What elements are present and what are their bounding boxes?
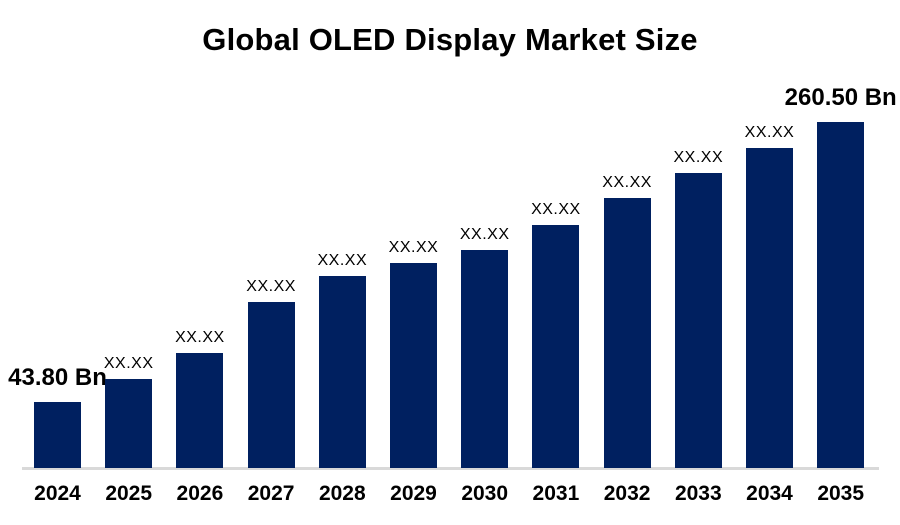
bar-value-label-2024: 43.80 Bn	[8, 364, 107, 391]
x-tick-label-2031: 2031	[532, 482, 580, 505]
bar-2028	[318, 276, 366, 468]
x-tick-label-2034: 2034	[746, 482, 793, 505]
bar-2025	[105, 379, 153, 468]
x-tick-label-2029: 2029	[390, 482, 437, 505]
bar-value-label-2032: XX.XX	[602, 174, 652, 191]
bar-2026	[176, 353, 224, 468]
bar-value-label-2026: XX.XX	[175, 329, 225, 346]
x-tick-label-2027: 2027	[247, 482, 295, 505]
bar-value-label-2027: XX.XX	[246, 278, 296, 295]
bar-value-label-2025: XX.XX	[103, 355, 154, 372]
bar-2032	[603, 198, 651, 468]
bar-value-label-2035: 260.50 Bn	[784, 84, 897, 111]
x-tick-label-2030: 2030	[461, 482, 509, 505]
bar-value-label-2029: XX.XX	[388, 239, 439, 256]
bar-value-label-2031: XX.XX	[531, 201, 581, 218]
chart-title: Global OLED Display Market Size	[202, 22, 698, 57]
x-tick-label-2032: 2032	[603, 482, 651, 505]
x-tick-label-2025: 2025	[105, 482, 153, 505]
bar-value-label-2033: XX.XX	[673, 149, 724, 166]
bar-2030	[461, 250, 509, 468]
x-tick-label-2033: 2033	[674, 482, 722, 505]
bar-2035	[817, 122, 865, 468]
x-tick-label-2035: 2035	[817, 482, 865, 505]
x-tick-label-2026: 2026	[176, 482, 224, 505]
x-axis-line	[22, 467, 879, 470]
bar-2034	[746, 148, 793, 468]
bar-value-label-2034: XX.XX	[744, 124, 795, 141]
bar-2027	[247, 302, 295, 468]
bar-2029	[390, 263, 437, 468]
bar-2033	[674, 173, 722, 468]
x-tick-label-2028: 2028	[318, 482, 366, 505]
bar-value-label-2028: XX.XX	[317, 252, 368, 269]
bar-value-label-2030: XX.XX	[459, 226, 510, 243]
x-tick-label-2024: 2024	[34, 482, 81, 505]
bar-2031	[532, 225, 580, 468]
bar-2024	[34, 402, 81, 468]
